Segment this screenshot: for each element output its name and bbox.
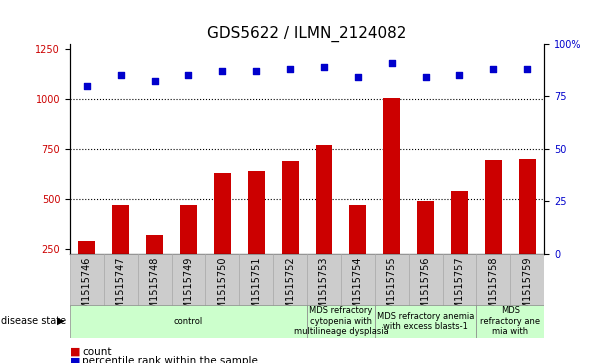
Text: percentile rank within the sample: percentile rank within the sample xyxy=(82,356,258,363)
Bar xyxy=(112,205,129,299)
Bar xyxy=(375,254,409,307)
Text: ▶: ▶ xyxy=(57,316,64,326)
Bar xyxy=(146,235,163,299)
Point xyxy=(184,72,193,78)
Text: MDS refractory
cytopenia with
multilineage dysplasia: MDS refractory cytopenia with multilinea… xyxy=(294,306,389,336)
Bar xyxy=(240,254,273,307)
Text: MDS
refractory ane
mia with: MDS refractory ane mia with xyxy=(480,306,541,336)
Bar xyxy=(485,160,502,299)
Text: GSM1515755: GSM1515755 xyxy=(387,257,397,322)
Bar xyxy=(137,254,171,307)
Bar xyxy=(78,241,95,299)
Bar xyxy=(70,254,104,307)
Bar xyxy=(214,173,231,299)
Bar xyxy=(104,254,137,307)
Bar xyxy=(316,145,333,299)
Bar xyxy=(180,205,197,299)
Text: GSM1515759: GSM1515759 xyxy=(522,257,532,322)
Point xyxy=(387,60,396,65)
Bar xyxy=(282,161,299,299)
Point xyxy=(522,66,532,72)
Bar xyxy=(206,254,240,307)
Bar xyxy=(341,254,375,307)
Bar xyxy=(307,254,341,307)
Point xyxy=(218,68,227,74)
Bar xyxy=(350,205,366,299)
Bar xyxy=(375,305,477,338)
Bar xyxy=(417,201,434,299)
Text: GSM1515752: GSM1515752 xyxy=(285,257,295,322)
Bar xyxy=(477,254,510,307)
Text: GSM1515751: GSM1515751 xyxy=(251,257,261,322)
Text: GSM1515747: GSM1515747 xyxy=(116,257,126,322)
Bar xyxy=(519,159,536,299)
Text: GSM1515753: GSM1515753 xyxy=(319,257,329,322)
Point xyxy=(488,66,498,72)
Text: ■: ■ xyxy=(70,347,80,357)
Text: MDS refractory anemia
with excess blasts-1: MDS refractory anemia with excess blasts… xyxy=(377,311,474,331)
Bar xyxy=(273,254,307,307)
Text: control: control xyxy=(174,317,203,326)
Text: GSM1515746: GSM1515746 xyxy=(82,257,92,322)
Bar xyxy=(443,254,477,307)
Title: GDS5622 / ILMN_2124082: GDS5622 / ILMN_2124082 xyxy=(207,26,407,42)
Point xyxy=(421,74,430,80)
Text: GSM1515758: GSM1515758 xyxy=(488,257,499,322)
Point xyxy=(150,78,159,84)
Point xyxy=(319,64,329,70)
Bar xyxy=(510,254,544,307)
Point xyxy=(82,83,92,89)
Point xyxy=(251,68,261,74)
Point xyxy=(285,66,295,72)
Bar xyxy=(477,305,544,338)
Text: GSM1515757: GSM1515757 xyxy=(454,257,465,322)
Text: count: count xyxy=(82,347,112,357)
Bar xyxy=(248,171,264,299)
Text: GSM1515749: GSM1515749 xyxy=(184,257,193,322)
Point xyxy=(116,72,126,78)
Text: ■: ■ xyxy=(70,356,80,363)
Bar xyxy=(451,191,468,299)
Bar xyxy=(409,254,443,307)
Bar xyxy=(171,254,206,307)
Bar xyxy=(307,305,375,338)
Bar xyxy=(70,305,307,338)
Point xyxy=(455,72,465,78)
Text: GSM1515750: GSM1515750 xyxy=(217,257,227,322)
Text: GSM1515756: GSM1515756 xyxy=(421,257,430,322)
Text: disease state: disease state xyxy=(1,316,66,326)
Text: GSM1515748: GSM1515748 xyxy=(150,257,160,322)
Text: GSM1515754: GSM1515754 xyxy=(353,257,363,322)
Bar xyxy=(383,98,400,299)
Point xyxy=(353,74,363,80)
